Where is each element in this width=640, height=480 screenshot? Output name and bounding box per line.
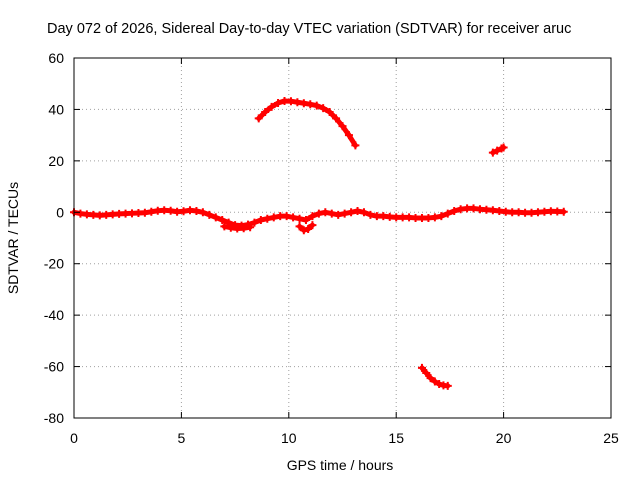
data-point <box>334 210 343 219</box>
data-point <box>140 208 149 217</box>
data-point <box>286 97 295 106</box>
data-point <box>437 212 446 221</box>
data-point <box>499 143 508 152</box>
data-point <box>269 213 278 222</box>
data-point <box>347 208 356 217</box>
data-point <box>256 216 265 224</box>
grid-lines <box>74 58 611 418</box>
data-point <box>321 208 330 217</box>
data-point <box>488 148 497 157</box>
data-point <box>443 381 452 390</box>
data-point <box>205 210 214 219</box>
data-point <box>239 224 248 233</box>
data-points <box>70 96 568 390</box>
data-point <box>443 209 452 218</box>
x-tick-label: 0 <box>70 430 78 446</box>
data-point <box>450 207 459 215</box>
data-point <box>426 374 435 383</box>
y-tick-label: -20 <box>44 256 64 272</box>
data-point <box>312 101 321 110</box>
data-point <box>430 213 439 222</box>
series-group <box>70 204 568 230</box>
data-point <box>308 212 317 221</box>
data-point <box>295 222 304 231</box>
data-point <box>293 98 302 107</box>
x-tick-label: 25 <box>603 430 619 446</box>
data-point <box>340 209 349 218</box>
y-tick-label: 0 <box>56 204 64 220</box>
data-point <box>301 216 310 224</box>
y-tick-label: 60 <box>48 50 64 66</box>
y-tick-label: 40 <box>48 101 64 117</box>
data-point <box>332 114 341 123</box>
data-point <box>325 108 334 116</box>
data-point <box>220 222 229 231</box>
data-point <box>308 221 317 230</box>
x-tick-label: 10 <box>281 430 297 446</box>
data-point <box>422 369 431 377</box>
x-tick-label: 5 <box>178 430 186 446</box>
series-group <box>488 143 508 157</box>
y-tick-label: -40 <box>44 307 64 323</box>
data-point <box>179 207 188 216</box>
data-point <box>218 216 227 224</box>
data-point <box>274 99 283 107</box>
data-point <box>366 210 375 219</box>
data-point <box>295 214 304 223</box>
data-point <box>250 218 259 227</box>
data-point <box>198 208 207 217</box>
data-point <box>493 146 502 155</box>
data-point <box>254 114 263 123</box>
data-point <box>314 209 323 218</box>
data-point <box>267 102 276 111</box>
data-point <box>299 99 308 108</box>
data-point <box>304 225 313 233</box>
chart-title: Day 072 of 2026, Sidereal Day-to-day VTE… <box>47 21 571 37</box>
data-point <box>306 100 315 109</box>
y-tick-label: -60 <box>44 359 64 375</box>
series-group <box>220 222 255 233</box>
data-point <box>435 380 444 389</box>
data-point <box>351 141 360 150</box>
plot-frame <box>73 57 612 419</box>
data-point <box>166 206 175 215</box>
data-point <box>417 363 426 372</box>
data-point <box>289 213 298 222</box>
data-point <box>263 214 272 223</box>
data-point <box>246 223 255 232</box>
series-group <box>254 96 360 150</box>
data-point <box>261 108 270 116</box>
data-point <box>299 226 308 235</box>
series-group <box>417 363 452 390</box>
axis-ticks: 0 5 10 15 20 25 -80 -60 -40 -20 0 20 40 60 <box>44 50 619 446</box>
data-point <box>192 207 201 215</box>
series-group <box>295 221 317 235</box>
data-point <box>338 122 347 131</box>
data-point <box>353 207 362 215</box>
y-tick-label: 20 <box>48 153 64 169</box>
y-axis-label: SDTVAR / TECUs <box>5 182 21 294</box>
y-tick-label: -80 <box>44 410 64 426</box>
x-axis-label: GPS time / hours <box>287 457 394 473</box>
data-point <box>430 377 439 386</box>
data-point <box>559 207 568 216</box>
data-point <box>359 208 368 217</box>
data-point <box>147 207 156 216</box>
data-point <box>327 209 336 218</box>
x-tick-label: 20 <box>496 430 512 446</box>
data-point <box>282 212 291 221</box>
data-point <box>319 104 328 113</box>
data-point <box>344 131 353 140</box>
data-point <box>211 213 220 222</box>
x-tick-label: 15 <box>388 430 404 446</box>
